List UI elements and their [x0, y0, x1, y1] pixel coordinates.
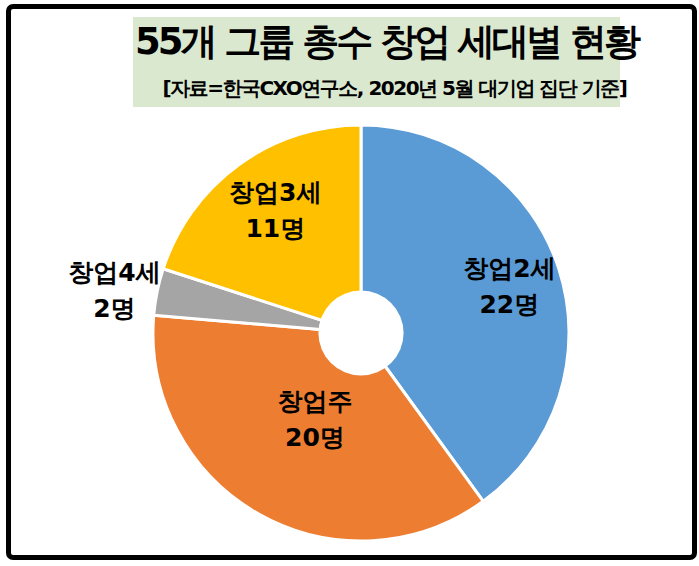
- slice-label-3: 창업4세2명: [68, 258, 160, 323]
- donut-hole: [318, 290, 403, 375]
- pie-chart: 창업2세22명창업주20명창업4세2명창업3세11명: [0, 0, 699, 566]
